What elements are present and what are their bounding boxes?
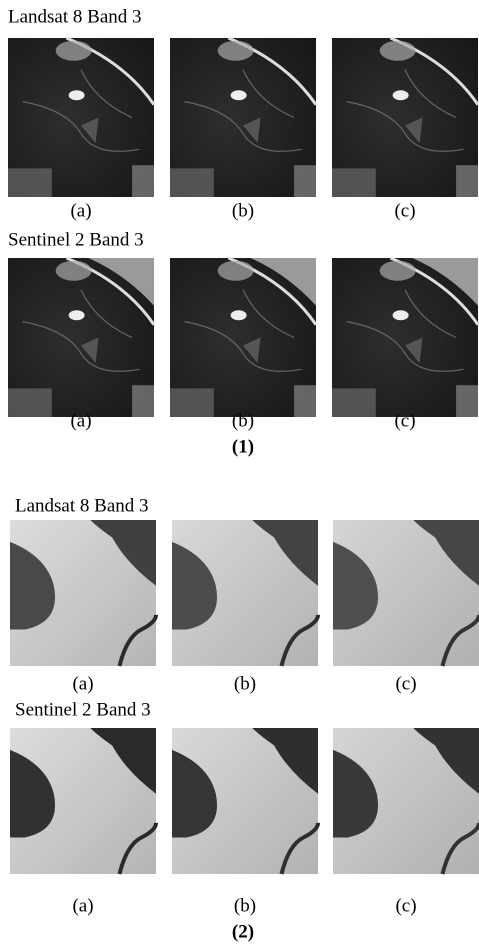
panel-caption: (c) (394, 410, 415, 431)
panel-caption: (c) (395, 673, 416, 694)
texture (172, 728, 318, 874)
urban-corner (294, 385, 316, 417)
texture (333, 520, 479, 666)
group-title: Sentinel 2 Band 3 (15, 699, 151, 720)
urban-corner (132, 385, 154, 417)
satellite-image (170, 38, 316, 197)
panel-caption: (c) (394, 200, 415, 221)
group-title: Landsat 8 Band 3 (8, 6, 142, 27)
satellite-image (170, 258, 316, 417)
bright-spot (231, 90, 247, 100)
panel-caption: (a) (70, 410, 91, 431)
urban-top (380, 261, 416, 281)
urban-corner (132, 165, 154, 197)
satellite-image (332, 38, 478, 197)
urban-top (218, 41, 254, 61)
urban-area (8, 388, 52, 417)
urban-corner (456, 385, 478, 417)
urban-top (56, 41, 92, 61)
texture (10, 520, 156, 666)
panel-caption: (b) (232, 200, 254, 221)
satellite-image (8, 258, 154, 417)
texture (333, 728, 479, 874)
section-label: (1) (232, 436, 254, 457)
satellite-image (172, 520, 318, 666)
bright-spot (393, 310, 409, 320)
satellite-image (8, 38, 154, 197)
satellite-image (10, 728, 156, 874)
section-label: (2) (232, 921, 254, 942)
satellite-image (10, 520, 156, 666)
panel-caption: (c) (395, 895, 416, 916)
satellite-image (172, 728, 318, 874)
urban-area (332, 388, 376, 417)
panel-caption: (b) (234, 895, 256, 916)
satellite-image (332, 258, 478, 417)
bright-spot (69, 90, 85, 100)
texture (10, 728, 156, 874)
urban-area (8, 168, 52, 197)
panel-caption: (a) (72, 673, 93, 694)
group-title: Sentinel 2 Band 3 (8, 229, 144, 250)
texture (172, 520, 318, 666)
bright-spot (393, 90, 409, 100)
panel-caption: (b) (232, 410, 254, 431)
panel-caption: (b) (234, 673, 256, 694)
figure: Landsat 8 Band 3 (a) (b) (c) Sentinel 2 Band… (0, 0, 479, 945)
urban-area (332, 168, 376, 197)
urban-top (56, 261, 92, 281)
bright-spot (69, 310, 85, 320)
group-title: Landsat 8 Band 3 (15, 495, 149, 516)
urban-top (380, 41, 416, 61)
urban-corner (294, 165, 316, 197)
bright-spot (231, 310, 247, 320)
urban-area (170, 168, 214, 197)
urban-corner (456, 165, 478, 197)
panel-caption: (a) (70, 200, 91, 221)
satellite-image (333, 728, 479, 874)
urban-area (170, 388, 214, 417)
satellite-image (333, 520, 479, 666)
panel-caption: (a) (72, 895, 93, 916)
urban-top (218, 261, 254, 281)
